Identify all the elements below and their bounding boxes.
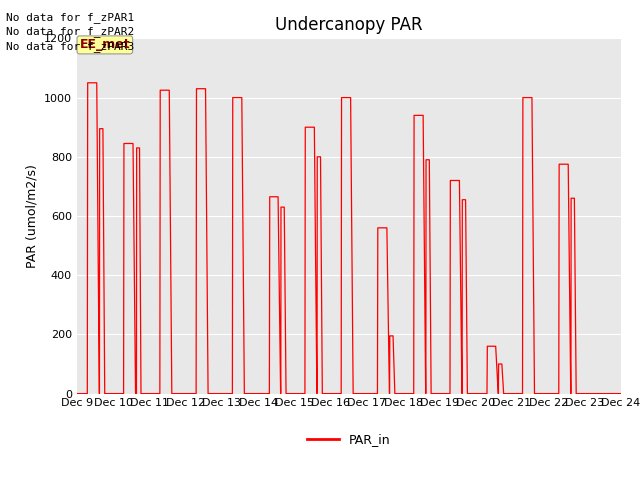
Y-axis label: PAR (umol/m2/s): PAR (umol/m2/s) bbox=[25, 164, 38, 268]
Text: EE_met: EE_met bbox=[79, 38, 130, 51]
Title: Undercanopy PAR: Undercanopy PAR bbox=[275, 16, 422, 34]
Text: No data for f_zPAR1: No data for f_zPAR1 bbox=[6, 12, 134, 23]
Legend: PAR_in: PAR_in bbox=[302, 428, 396, 451]
Text: No data for f_zPAR3: No data for f_zPAR3 bbox=[6, 41, 134, 52]
Text: No data for f_zPAR2: No data for f_zPAR2 bbox=[6, 26, 134, 37]
